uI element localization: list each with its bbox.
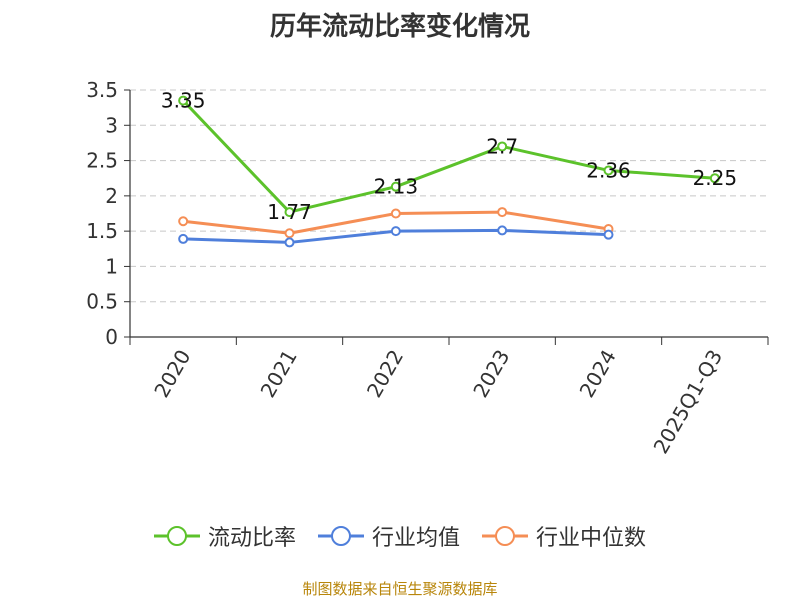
y-tick-label: 2 xyxy=(105,184,118,208)
legend-item[interactable]: 行业均值 xyxy=(317,520,460,552)
chart-title: 历年流动比率变化情况 xyxy=(269,12,530,42)
data-point xyxy=(390,181,401,192)
data-point xyxy=(497,141,508,152)
data-label: 2.13 xyxy=(374,175,419,199)
legend-line-icon xyxy=(317,526,364,546)
x-tick-label: 2023 xyxy=(468,345,514,401)
legend: 流动比率 行业均值 行业中位数 xyxy=(0,520,800,552)
data-point xyxy=(178,95,189,106)
series-line xyxy=(182,99,715,214)
x-tick-label: 2025Q1-Q3 xyxy=(648,346,727,458)
data-point xyxy=(178,233,189,244)
legend-item[interactable]: 流动比率 xyxy=(153,520,296,552)
data-point xyxy=(709,173,720,184)
y-tick-label: 1 xyxy=(105,254,118,278)
data-point xyxy=(178,216,189,227)
data-labels: 3.35 1.77 2.13 2.7 2.36 2.25 xyxy=(161,89,737,225)
x-tick-labels: 2020 2021 2022 2023 2024 2025Q1-Q3 xyxy=(149,345,727,457)
legend-item[interactable]: 行业中位数 xyxy=(482,520,646,552)
data-point xyxy=(390,226,401,237)
legend-line-icon xyxy=(153,526,200,546)
axes xyxy=(124,89,769,345)
y-tick-label: 0.5 xyxy=(86,290,118,314)
legend-label: 行业中位数 xyxy=(536,526,647,551)
data-point xyxy=(284,228,295,239)
data-point xyxy=(497,207,508,218)
series-points xyxy=(178,95,720,248)
x-tick-label: 2024 xyxy=(575,346,621,402)
data-point xyxy=(603,229,614,240)
y-tick-label: 2.5 xyxy=(86,149,118,173)
data-point xyxy=(497,225,508,236)
series-lines xyxy=(182,99,715,244)
data-label: 1.77 xyxy=(267,200,312,224)
y-tick-label: 3.5 xyxy=(86,78,118,102)
data-point xyxy=(603,165,614,176)
data-point xyxy=(284,237,295,248)
x-tick-label: 2020 xyxy=(149,346,195,402)
y-tick-labels: 0 0.5 1 1.5 2 2.5 3 3.5 xyxy=(86,78,118,349)
data-point xyxy=(284,207,295,218)
data-label: 2.25 xyxy=(693,166,738,190)
data-point xyxy=(390,208,401,219)
legend-label: 流动比率 xyxy=(207,526,296,551)
source-note: 制图数据来自恒生聚源数据库 xyxy=(302,580,498,598)
y-tick-label: 3 xyxy=(105,113,118,137)
line-chart: 00.511.522.533.5 2020 2021 2022 2023 2024 202… xyxy=(86,78,769,458)
x-tick-label: 2021 xyxy=(256,346,302,402)
legend-line-icon xyxy=(482,526,528,546)
data-label: 3.35 xyxy=(161,89,206,113)
y-tick-label: 0 xyxy=(105,325,118,349)
legend-label: 行业均值 xyxy=(371,526,460,551)
grid-lines xyxy=(130,89,768,303)
data-label: 2.36 xyxy=(586,158,631,182)
y-tick-label: 1.5 xyxy=(86,219,118,243)
x-tick-label: 2022 xyxy=(362,346,408,402)
data-label: 2.7 xyxy=(486,134,518,158)
